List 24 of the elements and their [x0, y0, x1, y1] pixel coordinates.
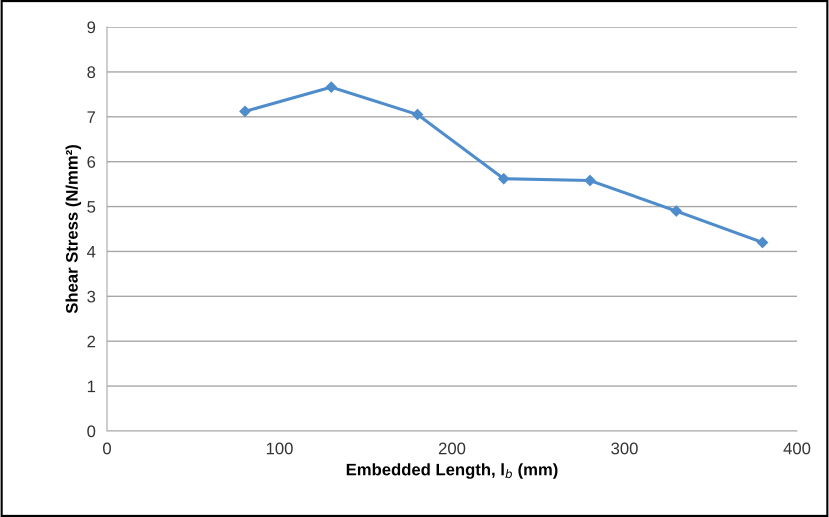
x-axis-title: Embedded Length, l$_{b}$ (mm) — [346, 463, 558, 479]
x-tick-label: 100 — [266, 442, 293, 454]
y-tick-label: 1 — [88, 380, 96, 392]
y-tick-label: 0 — [87, 425, 96, 438]
y-tick-label: 6 — [87, 156, 96, 168]
point — [670, 205, 682, 217]
point — [498, 173, 510, 184]
y-tick-label: 5 — [87, 201, 96, 213]
y-tick-label: 4 — [87, 246, 96, 258]
y-axis-title: Shear Stress (N/mm²) — [66, 145, 82, 314]
y-tick-label: 3 — [87, 290, 96, 303]
point — [584, 174, 596, 186]
y-tick-label: 7 — [87, 111, 96, 123]
point — [756, 236, 768, 248]
x-tick-label: 0 — [103, 442, 111, 454]
y-tick-label: 2 — [87, 336, 96, 348]
point — [239, 106, 251, 117]
x-tick-label: 300 — [611, 442, 638, 454]
y-tick-label: 9 — [87, 21, 96, 34]
point — [412, 108, 424, 120]
y-tick-label: 8 — [87, 66, 96, 78]
point — [326, 82, 337, 93]
x-tick-label: 200 — [438, 442, 466, 454]
x-tick-label: 400 — [783, 442, 810, 454]
